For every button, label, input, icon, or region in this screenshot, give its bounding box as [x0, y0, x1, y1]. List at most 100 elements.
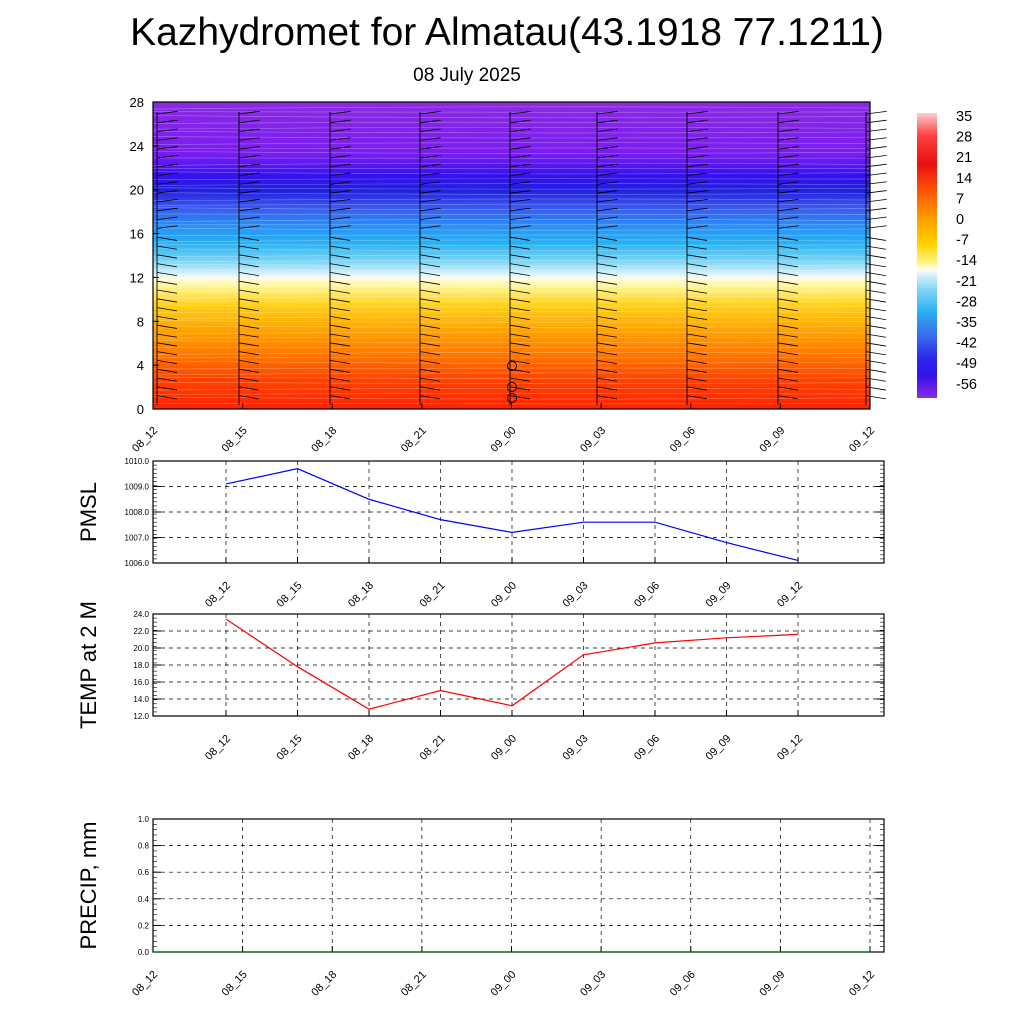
x-tick-label: 09_12 [775, 580, 805, 610]
y-tick-label: 16.0 [133, 678, 149, 687]
x-tick-label: 08_21 [399, 425, 429, 455]
wind-barb [596, 190, 618, 194]
wind-barb [777, 289, 799, 294]
colorbar-label: -14 [956, 253, 977, 269]
wind-barb [596, 207, 618, 212]
wind-barb [777, 386, 799, 391]
wind-barb [329, 307, 351, 312]
wind-barb [596, 128, 618, 132]
wind-barb [419, 386, 441, 391]
wind-barb [777, 377, 799, 382]
wind-barb [777, 163, 799, 168]
wind-barb [156, 110, 178, 115]
x-tick-label: 09_03 [561, 733, 591, 763]
wind-barb [419, 146, 441, 150]
wind-barb [156, 351, 178, 356]
wind-barb [238, 360, 260, 365]
wind-barb [156, 128, 178, 132]
y-tick-label: 4 [137, 358, 144, 373]
y-tick-label: 22.0 [133, 627, 149, 636]
wind-barb [238, 333, 260, 338]
wind-barb [686, 225, 708, 229]
x-tick-label: 08_15 [220, 969, 250, 999]
wind-barb [686, 207, 708, 212]
wind-barb [686, 377, 708, 382]
wind-barb [777, 360, 799, 365]
wind-barb [156, 207, 178, 212]
wind-barb [329, 386, 351, 391]
wind-barb [329, 263, 351, 268]
wind-barb [419, 190, 441, 194]
wind-barb [686, 137, 708, 141]
wind-barb [509, 351, 531, 356]
wind-barb [329, 225, 351, 229]
wind-barb [509, 163, 531, 168]
wind-barb [777, 181, 799, 185]
wind-barb [596, 172, 618, 176]
wind-barb [156, 146, 178, 150]
y-tick-label: 18.0 [133, 661, 149, 670]
wind-barb [509, 289, 531, 294]
wind-barb [509, 110, 531, 115]
wind-barb [156, 119, 178, 124]
wind-barb [156, 190, 178, 194]
wind-barb [329, 368, 351, 373]
colorbar-label: 14 [956, 171, 972, 187]
wind-barb [865, 307, 887, 312]
x-tick-label: 09_00 [489, 733, 519, 763]
contour-line [152, 227, 871, 231]
wind-barb [777, 395, 799, 400]
wind-barb [329, 395, 351, 400]
wind-barb [509, 225, 531, 229]
wind-barb [156, 280, 178, 285]
y-tick-label: 20 [130, 183, 144, 198]
contour-line [152, 115, 871, 118]
wind-barb [329, 110, 351, 115]
wind-barb [419, 163, 441, 168]
wind-barb [156, 324, 178, 329]
wind-barb [238, 254, 260, 259]
wind-barb [329, 172, 351, 176]
wind-barb [419, 342, 441, 347]
wind-barb [865, 245, 887, 250]
y-tick-label: 8 [137, 314, 144, 329]
wind-barb [238, 316, 260, 321]
wind-barb [156, 137, 178, 141]
wind-barb [509, 119, 531, 124]
x-tick-label: 08_18 [346, 580, 376, 610]
wind-barb [777, 316, 799, 321]
wind-barb [156, 342, 178, 347]
wind-barb [419, 289, 441, 294]
contour-line [152, 150, 871, 154]
wind-barb [686, 289, 708, 294]
wind-barb [865, 272, 887, 277]
contour-line [152, 269, 871, 272]
y-tick-label: 0.8 [138, 842, 150, 851]
colorbar-ramp [917, 113, 937, 398]
contour-line [152, 372, 871, 376]
colorbar-label: -21 [956, 274, 977, 290]
wind-barb [156, 272, 178, 277]
wind-barb [777, 216, 799, 220]
wind-barb [329, 181, 351, 185]
wind-barb [238, 298, 260, 303]
wind-barb [238, 172, 260, 176]
wind-barb [686, 128, 708, 132]
contour-line [152, 183, 871, 186]
wind-barb [156, 245, 178, 250]
contour-line [152, 304, 871, 308]
wind-barb [596, 181, 618, 185]
wind-barb [329, 119, 351, 124]
wind-barb [596, 307, 618, 312]
wind-barb [329, 254, 351, 259]
contour-line [152, 263, 871, 267]
wind-barb [686, 280, 708, 285]
wind-barb [238, 272, 260, 277]
y-tick-label: 1006.0 [125, 559, 150, 568]
colorbar: 35 28 21 14 7 0 -7 -14 -21 -28 -35 -42 -49 -56 [917, 109, 977, 398]
wind-barb [777, 368, 799, 373]
x-tick-label: 09_06 [632, 733, 662, 763]
temp-panel: 12.0 14.0 16.0 18.0 20.0 22.0 24.0 08_12 08_15 08… [76, 601, 885, 763]
wind-barb [509, 181, 531, 185]
contour-line [152, 260, 871, 263]
